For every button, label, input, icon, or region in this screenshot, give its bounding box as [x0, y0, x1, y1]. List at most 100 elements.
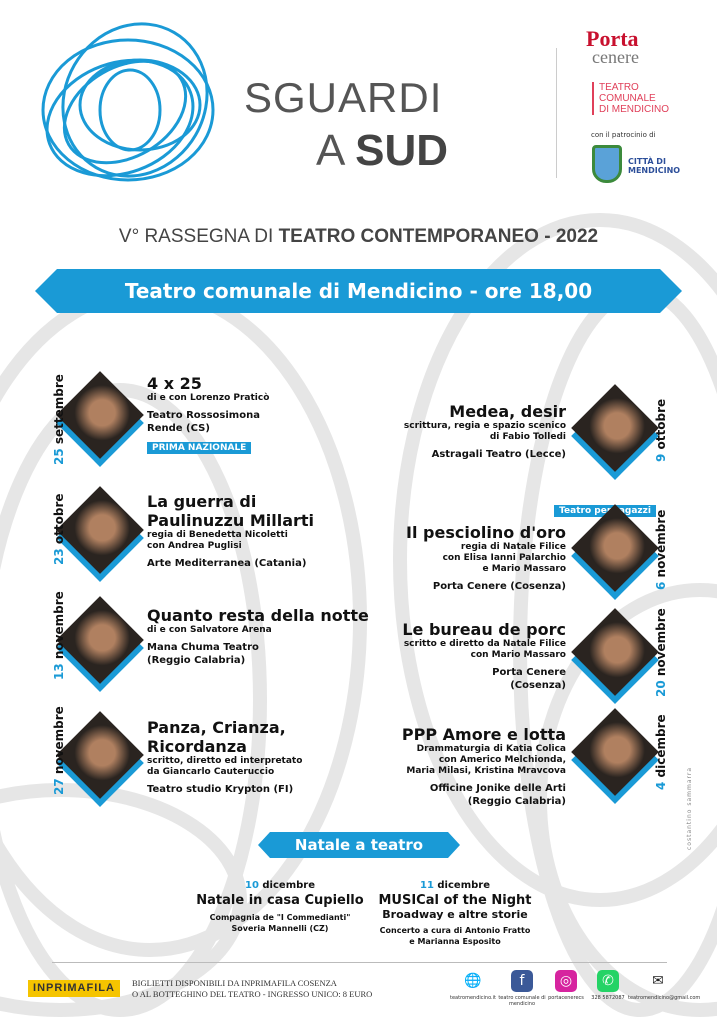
event-date: 4 dicembre [654, 714, 668, 790]
event-title: PPP Amore e lotta [401, 725, 566, 744]
mail-icon: ✉ [647, 970, 669, 992]
event-credit: di e con Salvatore Arena [147, 625, 272, 635]
title-a-sud: A SUD [316, 126, 449, 175]
social-label: teatromendicino@gmail.com [628, 995, 701, 1001]
event-title: Paulinuzzu Millarti [147, 511, 315, 530]
event-month: novembre [52, 591, 66, 660]
event-credit: con Andrea Puglisi [147, 541, 242, 551]
event-company: Teatro Rossosimona Rende (CS) [147, 409, 269, 435]
event-company: Arte Mediterranea (Catania) [147, 557, 314, 570]
event-credit: scritto e diretto da Natale Filice [403, 639, 566, 649]
event-company: Porta Cenere (Cosenza) [402, 666, 566, 692]
event-month: settembre [52, 374, 66, 445]
event-badge: PRIMA NAZIONALE [147, 442, 252, 454]
city-crest-icon [592, 145, 622, 183]
event-item: Teatro per ragazzi Il pesciolino d'oro reg… [406, 498, 656, 593]
event-credit: Maria Milasi, Kristina Mravcova [406, 766, 566, 776]
natale-show-1: 10 dicembre Natale in casa Cupiello Comp… [196, 880, 364, 933]
social-link[interactable]: f teatro comunale di mendicino [492, 970, 552, 1007]
whatsapp-icon: ✆ [597, 970, 619, 992]
facebook-icon: f [511, 970, 533, 992]
event-company-line: Arte Mediterranea (Catania) [147, 558, 307, 569]
citta-mendicino-logo: CITTÀ DI MENDICINO [628, 157, 681, 175]
event-month: novembre [654, 608, 668, 677]
event-company-line: (Reggio Calabria) [467, 796, 566, 807]
event-date: 13 novembre [52, 591, 66, 680]
event-item: La guerra di Paulinuzzu Millarti regia di … [147, 492, 314, 570]
event-month: ottobre [52, 493, 66, 545]
event-credit: regia di Benedetta Nicoletti [147, 530, 288, 540]
event-title: Il pesciolino d'oro [406, 523, 566, 542]
event-company-line: Rende (CS) [147, 423, 210, 434]
event-title: Medea, desir [449, 402, 566, 421]
event-credit: scritto, diretto ed interpretato [147, 756, 303, 766]
event-credit: e Mario Massaro [482, 564, 566, 574]
event-credit: con Mario Massaro [470, 650, 566, 660]
event-date: 27 novembre [52, 706, 66, 795]
event-credit: di e con Lorenzo Praticò [147, 393, 270, 403]
natale-show-2: 11 dicembre MUSICal of the Night Broadwa… [378, 880, 532, 946]
inprimafila-logo: INPRIMAFILA [28, 980, 120, 997]
event-day: 9 [654, 453, 668, 462]
event-company: Mana Chuma Teatro (Reggio Calabria) [147, 641, 369, 667]
event-day: 23 [52, 548, 66, 565]
social-label: teatromendicino.it [450, 995, 496, 1001]
event-title: Quanto resta della notte [147, 606, 369, 625]
social-link[interactable]: ✆ 328 5872087 [578, 970, 638, 1001]
event-date: 20 novembre [654, 608, 668, 697]
event-item: PPP Amore e lotta Drammaturgia di Katia C… [402, 725, 566, 808]
teatro-comunale-logo: TEATRO COMUNALE DI MENDICINO [592, 82, 669, 115]
event-company-line: (Reggio Calabria) [147, 655, 246, 666]
event-company-line: Astragali Teatro (Lecce) [431, 449, 566, 460]
social-link[interactable]: 🌐 teatromendicino.it [443, 970, 503, 1001]
event-credit: scrittura, regia e spazio scenico [403, 421, 566, 431]
event-day: 20 [654, 680, 668, 697]
event-company-line: Officine Jonike delle Arti [429, 783, 566, 794]
event-badge: Teatro per ragazzi [554, 505, 656, 517]
event-date: 25 settembre [52, 374, 66, 465]
event-company-line: Teatro Rossosimona [147, 410, 260, 421]
patrocinio-label: con il patrocinio di [591, 131, 656, 139]
globe-icon: 🌐 [462, 970, 484, 992]
event-company-line: (Cosenza) [510, 680, 566, 691]
designer-credit: costantino sammarra [686, 766, 693, 850]
event-date: 9 ottobre [654, 399, 668, 462]
event-credit: con Elisa Ianni Palarchio [442, 553, 566, 563]
event-date: 23 ottobre [52, 494, 66, 566]
event-credit: regia di Natale Filice [460, 542, 566, 552]
event-item: Quanto resta della notte di e con Salvato… [147, 606, 369, 667]
social-link[interactable]: ✉ teatromendicino@gmail.com [628, 970, 701, 1001]
event-credit: di Fabio Tolledi [489, 432, 566, 442]
event-title: Le bureau de porc [402, 620, 566, 639]
social-label: teatro comunale di mendicino [498, 995, 546, 1007]
event-day: 13 [52, 663, 66, 680]
event-item: Panza, Crianza, Ricordanza scritto, dirett… [147, 718, 302, 796]
event-day: 6 [654, 581, 668, 590]
event-item: Medea, desir scrittura, regia e spazio sc… [404, 402, 566, 461]
event-day: 25 [52, 448, 66, 465]
event-item: 4 x 25 di e con Lorenzo Praticò Teatro Ros… [147, 374, 269, 454]
event-company-line: Teatro studio Krypton (FI) [147, 784, 294, 795]
event-credit: Drammaturgia di Katia Colica [416, 744, 566, 754]
event-credit: da Giancarlo Cauteruccio [147, 767, 275, 777]
event-month: ottobre [654, 398, 668, 450]
event-company-line: Porta Cenere [492, 667, 566, 678]
event-company-line: Porta Cenere (Cosenza) [432, 581, 566, 592]
natale-banner: Natale a teatro [258, 832, 460, 858]
social-label: 328 5872087 [591, 995, 625, 1001]
event-company-line: Mana Chuma Teatro [147, 642, 259, 653]
event-title: La guerra di [147, 492, 257, 511]
instagram-icon: ◎ [555, 970, 577, 992]
event-day: 4 [654, 781, 668, 790]
social-link[interactable]: ◎ portacenerecs [536, 970, 596, 1001]
divider [556, 48, 557, 178]
footer-divider [52, 962, 667, 963]
event-company: Officine Jonike delle Arti (Reggio Calabr… [402, 782, 566, 808]
event-title: Panza, Crianza, [147, 718, 286, 737]
subtitle: V° RASSEGNA DI TEATRO CONTEMPORANEO - 20… [118, 226, 599, 247]
event-month: novembre [654, 509, 668, 578]
event-title: Ricordanza [147, 737, 247, 756]
event-credit: con Americo Melchionda, [438, 755, 566, 765]
event-month: dicembre [654, 714, 668, 778]
